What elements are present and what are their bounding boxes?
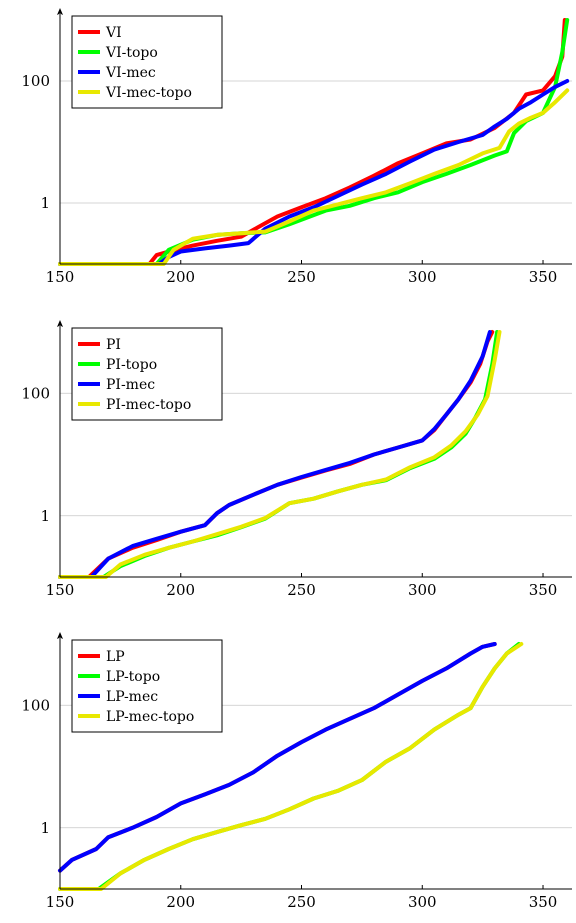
- y-tick-label: 100: [21, 72, 50, 90]
- legend-label: LP-mec: [106, 689, 158, 705]
- legend-label: LP: [106, 649, 125, 665]
- y-tick-label: 1: [40, 507, 50, 525]
- x-tick-label: 150: [46, 268, 75, 286]
- x-tick-label: 300: [408, 581, 437, 599]
- chart-panel-2: 1 100 150 200 250 300 350 PI PI-topo PI-mec PI-mec…: [21, 320, 572, 599]
- legend-label: LP-topo: [106, 669, 160, 685]
- series-line-vi-mec-topo: [58, 88, 570, 266]
- series-line-pi-mec: [58, 330, 492, 579]
- legend-label: VI: [105, 25, 122, 41]
- chart-panel-1: 1 100 150 200 250 300 350 VI VI-topo VI-mec VI-mec…: [21, 8, 572, 286]
- series-line-lp-mec-topo: [58, 642, 524, 891]
- y-tick-label: 100: [21, 384, 50, 402]
- legend-label: PI-mec: [106, 377, 155, 393]
- legend: PI PI-topo PI-mec PI-mec-topo: [71, 327, 223, 421]
- x-tick-label: 250: [287, 893, 316, 911]
- x-tick-label: 200: [166, 268, 195, 286]
- legend: VI VI-topo VI-mec VI-mec-topo: [71, 15, 223, 109]
- x-tick-label: 250: [287, 581, 316, 599]
- y-tick-label: 1: [40, 194, 50, 212]
- x-tick-label: 200: [166, 893, 195, 911]
- legend-label: VI-mec-topo: [105, 85, 192, 101]
- legend-label: PI-mec-topo: [106, 397, 191, 413]
- series-line-pi-mec-topo: [58, 330, 502, 579]
- y-tick-label: 1: [40, 819, 50, 837]
- series-line-vi: [58, 18, 567, 266]
- x-tick-label: 300: [408, 893, 437, 911]
- x-tick-label: 200: [166, 581, 195, 599]
- legend-label: VI-mec: [105, 65, 156, 81]
- series-line-vi-mec: [58, 79, 570, 266]
- series-line-lp-mec: [58, 642, 497, 873]
- x-tick-label: 350: [529, 268, 558, 286]
- x-tick-label: 350: [529, 893, 558, 911]
- x-tick-label: 300: [408, 268, 437, 286]
- legend: LP LP-topo LP-mec LP-mec-topo: [71, 639, 223, 733]
- x-tick-label: 250: [287, 268, 316, 286]
- chart-panel-3: 1 100 150 200 250 300 350 LP LP-topo LP-mec LP-mec…: [21, 632, 572, 911]
- x-tick-label: 150: [46, 893, 75, 911]
- x-tick-label: 350: [529, 581, 558, 599]
- legend-label: PI-topo: [106, 357, 157, 373]
- legend-label: LP-mec-topo: [106, 709, 194, 725]
- legend-label: VI-topo: [105, 45, 158, 61]
- legend-label: PI: [106, 337, 121, 353]
- x-tick-label: 150: [46, 581, 75, 599]
- y-tick-label: 100: [21, 696, 50, 714]
